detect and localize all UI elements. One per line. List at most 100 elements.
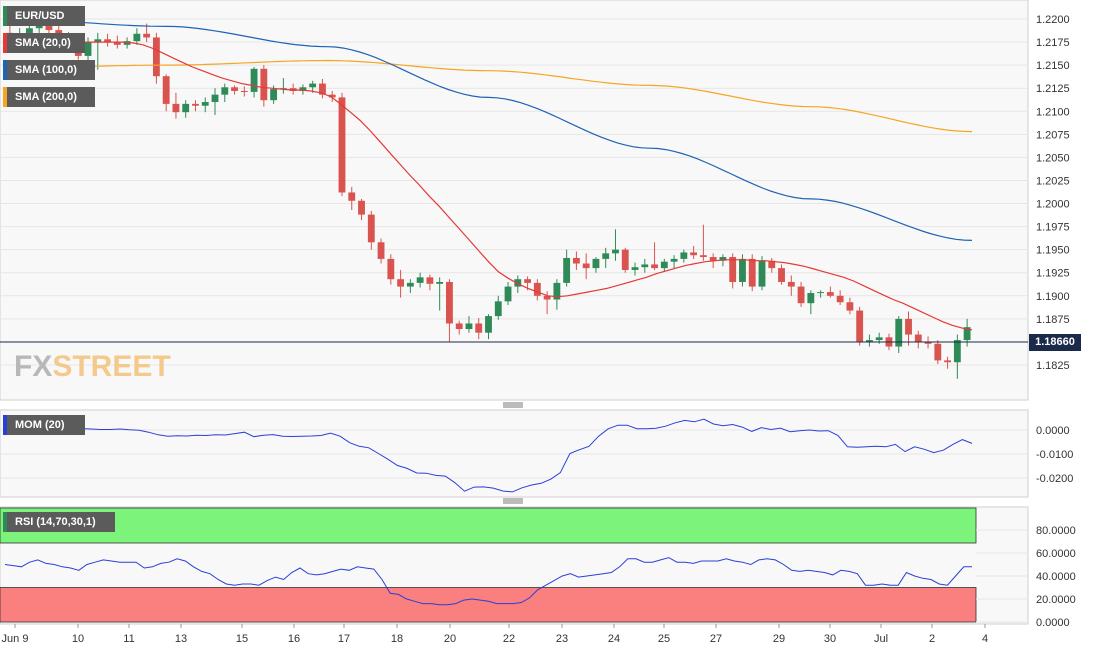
momentum-tick-label: -0.0200: [1036, 473, 1073, 485]
candle-body: [621, 249, 629, 270]
sma200-line: [5, 59, 973, 133]
legend-sma20[interactable]: SMA (20,0): [3, 33, 85, 53]
candle-body: [26, 28, 33, 34]
legend-sma20-label: SMA (20,0): [15, 37, 71, 49]
candle-body: [113, 42, 121, 45]
time-tick-label: 18: [391, 633, 403, 645]
candle-body: [367, 214, 375, 243]
candle-body: [895, 318, 903, 347]
candle-body: [485, 316, 492, 333]
candle-body: [797, 286, 805, 304]
legend-symbol[interactable]: EUR/USD: [3, 6, 85, 26]
candle-body: [133, 33, 141, 42]
price-tick-label: 1.2125: [1036, 83, 1070, 95]
candle-body: [953, 340, 961, 363]
candle-body: [319, 83, 326, 95]
candle-body: [670, 258, 678, 262]
sma200-swatch: [3, 87, 7, 107]
candle-body: [787, 281, 795, 287]
price-tick-label: 1.2150: [1036, 60, 1070, 72]
candle-body: [84, 42, 92, 56]
price-tick-label: 1.2025: [1036, 175, 1070, 187]
candle-body: [944, 360, 951, 363]
candle-body: [201, 102, 209, 106]
price-tick-label: 1.1875: [1036, 314, 1070, 326]
candle-body: [651, 264, 658, 269]
candle-body: [524, 279, 531, 283]
time-tick-label: 15: [236, 633, 248, 645]
legend-sma200[interactable]: SMA (200,0): [3, 87, 95, 107]
time-tick-label: 30: [824, 633, 836, 645]
candle-body: [250, 68, 258, 92]
legend-symbol-label: EUR/USD: [15, 10, 65, 22]
mom-swatch: [3, 415, 7, 435]
candle-body: [699, 255, 707, 258]
candle-body: [543, 295, 551, 300]
candle-body: [328, 94, 336, 98]
candle-body: [494, 301, 502, 317]
candle-body: [778, 268, 785, 282]
watermark-prefix: FX: [14, 350, 53, 383]
candle-body: [817, 292, 825, 294]
rsi-gridlines: [976, 529, 1028, 623]
watermark-suffix: STREET: [52, 350, 171, 383]
fxstreet-watermark: FXSTREET: [14, 350, 171, 384]
candle-body: [211, 94, 219, 103]
candle-body: [563, 257, 571, 283]
candle-body: [592, 258, 600, 269]
candle-body: [641, 264, 649, 268]
momentum-line: [4, 418, 973, 493]
time-tick-label: 2: [929, 633, 935, 645]
candle-body: [426, 277, 434, 284]
candle-body: [826, 292, 834, 296]
candle-body: [192, 103, 199, 106]
candle-body: [533, 282, 541, 296]
time-tick-label: Jul: [874, 633, 888, 645]
candle-body: [416, 277, 424, 283]
current-price-label: 1.18660: [1029, 334, 1081, 351]
time-tick-label: 23: [556, 633, 568, 645]
price-tick-label: 1.2175: [1036, 37, 1070, 49]
price-tick-label: 1.1925: [1036, 268, 1070, 280]
rsi-overbought-zone: [0, 507, 977, 544]
candle-body: [768, 260, 776, 269]
rsi-swatch: [3, 512, 7, 532]
rsi-tick-label: 40.0000: [1036, 571, 1076, 583]
candle-body: [387, 258, 395, 280]
candle-body: [338, 97, 346, 193]
rsi-line: [4, 557, 972, 606]
candle-body: [152, 37, 160, 77]
candle-body: [602, 253, 610, 259]
candle-body: [465, 323, 473, 330]
time-tick-label: 16: [288, 633, 300, 645]
legend-mom[interactable]: MOM (20): [3, 415, 85, 435]
candle-body: [397, 279, 405, 287]
candle-body: [866, 340, 873, 342]
candle-body: [309, 83, 317, 88]
candle-body: [905, 318, 912, 335]
candle-body: [240, 90, 248, 92]
price-tick-label: 1.1825: [1036, 360, 1070, 372]
candle-body: [94, 39, 102, 43]
panel-resize-handle-2[interactable]: [503, 498, 523, 504]
time-tick-label: 10: [72, 633, 84, 645]
candle-body: [504, 286, 512, 302]
candle-body: [260, 68, 268, 101]
candle-body: [582, 263, 590, 269]
time-axis-labels: Jun 9 10 11 13 15 16 17 18 20 22 23 24 25 27 29 30 Jul 2 4: [2, 624, 988, 645]
candle-body: [739, 258, 746, 282]
candle-body: [348, 192, 356, 201]
candle-body: [104, 39, 111, 43]
symbol-swatch: [3, 6, 7, 26]
panel-resize-handle[interactable]: [503, 402, 523, 408]
legend-rsi-label: RSI (14,70,30,1): [15, 516, 96, 528]
price-tick-label: 1.2000: [1036, 199, 1070, 211]
legend-sma100[interactable]: SMA (100,0): [3, 60, 95, 80]
legend-rsi[interactable]: RSI (14,70,30,1): [3, 512, 115, 532]
candle-body: [436, 281, 444, 284]
candle-body: [221, 87, 229, 95]
candle-body: [231, 87, 238, 91]
momentum-axis-labels: 0.0000 -0.0100 -0.0200: [1036, 425, 1073, 485]
candle-body: [719, 257, 727, 261]
price-axis-labels: 1.2200 1.2175 1.2150 1.2125 1.2100 1.2075 1.20…: [1036, 14, 1070, 372]
